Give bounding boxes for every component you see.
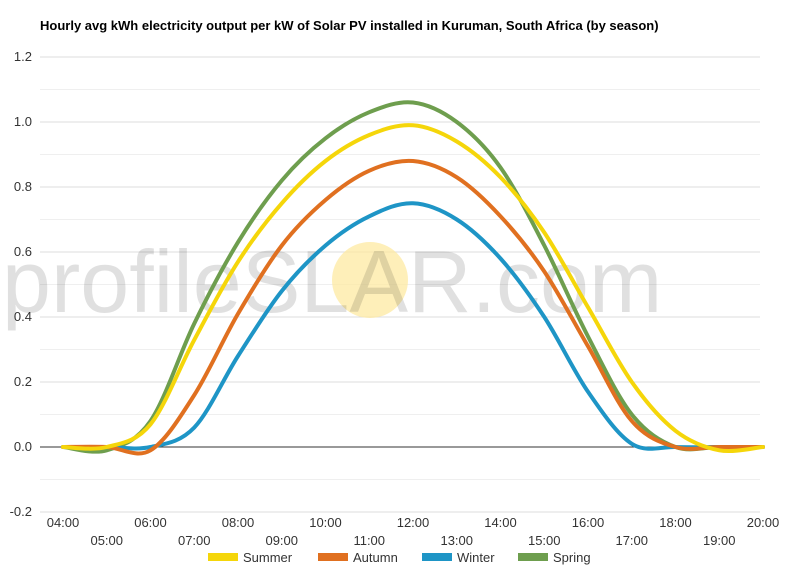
x-tick-label: 14:00 — [484, 515, 517, 530]
x-tick-label: 10:00 — [309, 515, 342, 530]
x-tick-label: 09:00 — [265, 533, 298, 548]
series-layer — [61, 100, 765, 456]
y-tick-label: -0.2 — [10, 504, 32, 519]
legend-swatch-autumn — [318, 553, 348, 561]
x-tick-label: 04:00 — [47, 515, 80, 530]
legend-label-summer: Summer — [243, 550, 293, 565]
y-tick-label: 1.0 — [14, 114, 32, 129]
x-tick-label: 08:00 — [222, 515, 255, 530]
x-tick-label: 12:00 — [397, 515, 430, 530]
x-tick-label: 20:00 — [747, 515, 780, 530]
x-tick-label: 06:00 — [134, 515, 167, 530]
series-line-autumn — [61, 158, 765, 456]
legend-label-spring: Spring — [553, 550, 591, 565]
y-tick-label: 0.8 — [14, 179, 32, 194]
legend-swatch-spring — [518, 553, 548, 561]
y-tick-label: 1.2 — [14, 49, 32, 64]
x-tick-label: 13:00 — [440, 533, 473, 548]
x-tick-label: 17:00 — [615, 533, 648, 548]
x-tick-label: 18:00 — [659, 515, 692, 530]
series-line-spring — [61, 100, 765, 454]
legend: Summer Autumn Winter Spring — [208, 550, 591, 565]
y-tick-label: 0.2 — [14, 374, 32, 389]
watermark-part-1: profile — [2, 232, 242, 331]
watermark-part-3: LAR.com — [300, 232, 662, 331]
legend-swatch-winter — [422, 553, 452, 561]
x-tick-label: 07:00 — [178, 533, 211, 548]
series-line-winter — [61, 201, 765, 451]
x-tick-label: 05:00 — [90, 533, 123, 548]
watermark-text: profileSLAR.com — [2, 232, 662, 331]
x-tick-label: 11:00 — [353, 533, 385, 548]
legend-label-autumn: Autumn — [353, 550, 398, 565]
series-line-summer — [61, 123, 765, 453]
grid-layer — [40, 56, 760, 513]
y-tick-label: 0.0 — [14, 439, 32, 454]
x-tick-label: 15:00 — [528, 533, 561, 548]
x-tick-label: 16:00 — [572, 515, 605, 530]
watermark: profileSLAR.com — [2, 232, 662, 331]
chart-title: Hourly avg kWh electricity output per kW… — [40, 18, 659, 33]
legend-swatch-summer — [208, 553, 238, 561]
legend-label-winter: Winter — [457, 550, 495, 565]
y-tick-label: 0.6 — [14, 244, 32, 259]
watermark-sun-icon — [332, 242, 408, 318]
x-tick-label: 19:00 — [703, 533, 736, 548]
y-tick-label: 0.4 — [14, 309, 32, 324]
